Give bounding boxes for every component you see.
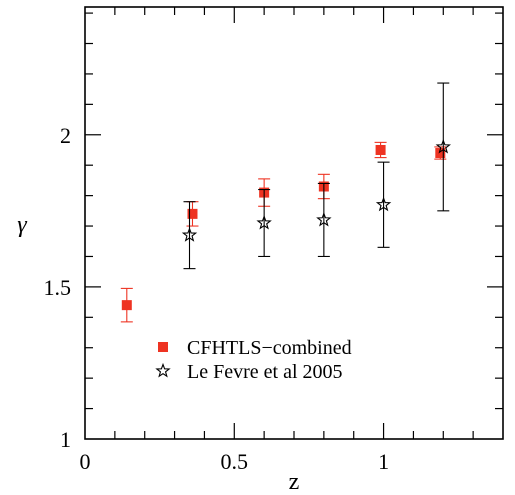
star-marker [435, 138, 451, 154]
star-marker [316, 211, 332, 227]
star-marker [375, 196, 392, 212]
series-0 [120, 141, 447, 323]
square-marker [375, 144, 386, 155]
y-tick-label: 1.5 [44, 275, 72, 300]
x-tick-label: 0 [80, 449, 91, 474]
square-marker [121, 300, 132, 311]
series-layer [120, 82, 451, 323]
plot-frame [84, 6, 504, 440]
square-marker [435, 148, 446, 159]
star-marker [181, 227, 198, 242]
legend-marker [158, 342, 168, 352]
x-tick-label: 0.5 [221, 449, 249, 474]
x-axis-label: z [289, 469, 300, 495]
y-tick-label: 2 [60, 123, 71, 148]
y-axis-label: γ [17, 212, 27, 238]
x-tick-label: 1 [378, 449, 389, 474]
y-tick-label: 1 [60, 427, 71, 452]
tick-labels: 0 0.5 1 1 1.5 2 [44, 123, 390, 474]
legend-label: CFHTLS−combined [187, 337, 352, 359]
legend-label: Le Fevre et al 2005 [187, 361, 343, 383]
square-marker [187, 208, 198, 219]
star-marker [256, 214, 272, 230]
legend-marker [155, 362, 171, 378]
major-ticks [85, 7, 503, 439]
series-1 [181, 82, 451, 270]
minor-ticks [85, 7, 503, 439]
